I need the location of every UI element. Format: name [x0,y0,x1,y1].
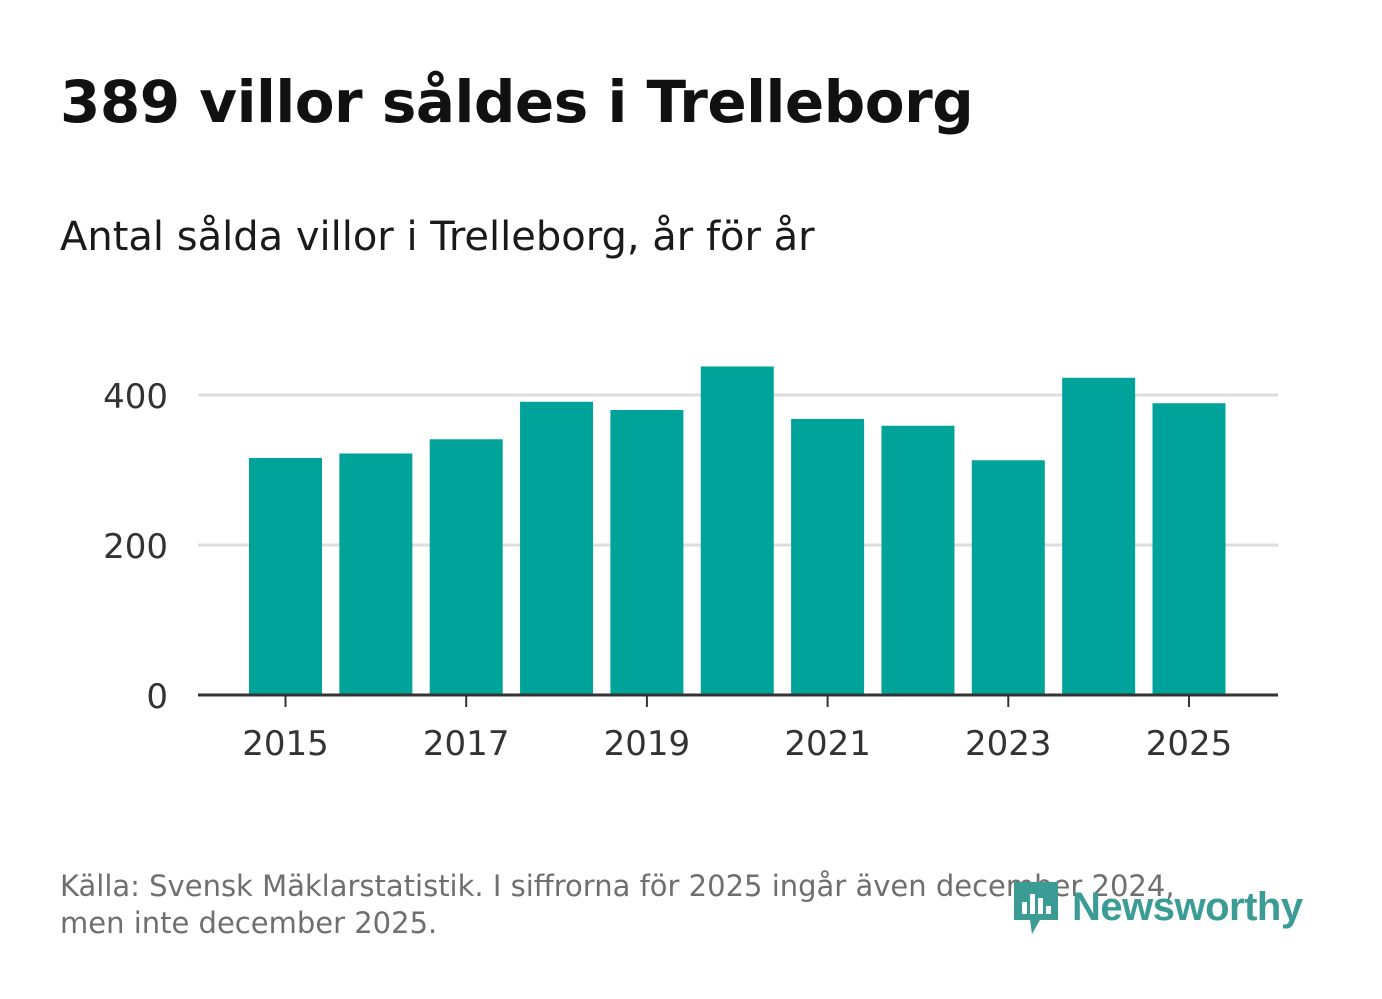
y-tick-label: 200 [103,527,168,567]
bar-2015 [249,458,322,695]
brand-name: Newsworthy [1072,884,1303,929]
y-axis-labels: 0 200 400 [103,377,168,717]
newsworthy-logo-icon [1014,882,1058,934]
bar-2018 [520,401,594,695]
x-axis-labels: 2015 2017 2019 2021 2023 2025 [242,724,1232,764]
bar-2023 [971,460,1045,695]
source-line-2: men inte december 2025. [60,906,438,940]
bar-2025 [1152,403,1226,695]
bar-2020 [700,366,774,695]
source-line-1: Källa: Svensk Mäklarstatistik. I siffror… [60,869,1175,903]
x-axis [198,693,1278,707]
x-tick-label: 2015 [242,724,329,764]
x-tick-label: 2019 [604,724,691,764]
y-tick-label: 400 [103,377,168,417]
x-tick-label: 2017 [423,724,510,764]
newsworthy-logo: Newsworthy [1010,876,1303,938]
x-tick-label: 2025 [1146,724,1233,764]
bar-2017 [429,439,503,695]
chart-subtitle: Antal sålda villor i Trelleborg, år för … [60,214,815,260]
chart-title: 389 villor såldes i Trelleborg [60,68,974,136]
bar-2016 [339,453,413,695]
source-note: Källa: Svensk Mäklarstatistik. I siffror… [60,868,1260,942]
y-tick-label: 0 [146,677,168,717]
x-tick-label: 2023 [965,724,1052,764]
bar-2024 [1062,377,1136,695]
bars [249,366,1226,695]
bar-2019 [610,410,684,695]
bar-2021 [791,419,865,695]
bar-2022 [881,425,955,695]
x-tick-label: 2021 [784,724,871,764]
